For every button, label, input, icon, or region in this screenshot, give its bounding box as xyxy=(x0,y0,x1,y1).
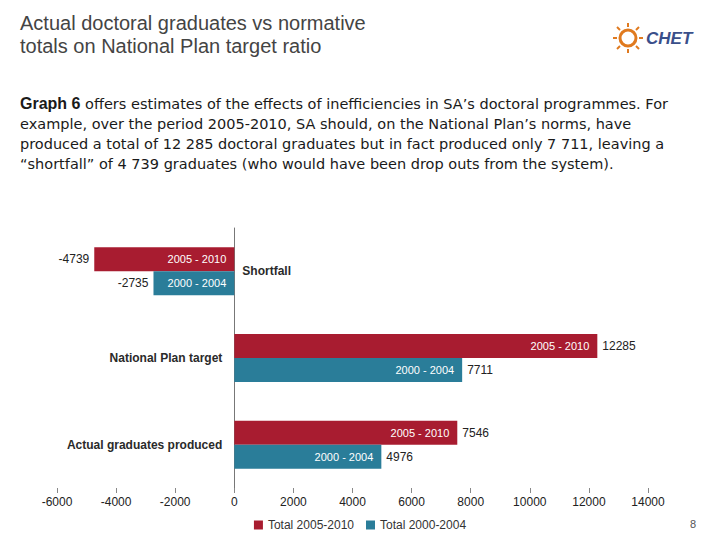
svg-text:-6000: -6000 xyxy=(42,495,73,509)
svg-text:Total 2000-2004: Total 2000-2004 xyxy=(380,518,466,532)
svg-text:12000: 12000 xyxy=(572,495,606,509)
svg-text:-4000: -4000 xyxy=(101,495,132,509)
svg-text:8000: 8000 xyxy=(457,495,484,509)
svg-text:2005 - 2010: 2005 - 2010 xyxy=(391,427,450,439)
svg-text:7711: 7711 xyxy=(467,363,493,377)
svg-text:4000: 4000 xyxy=(339,495,366,509)
svg-text:2000: 2000 xyxy=(280,495,307,509)
svg-text:2005 - 2010: 2005 - 2010 xyxy=(168,253,227,265)
svg-text:-2735: -2735 xyxy=(118,276,149,290)
html-text:Actual doctoral graduates vs n: Actual doctoral graduates vs normative t… xyxy=(20,12,366,57)
svg-text:CHET: CHET xyxy=(646,29,694,48)
html-text:8: 8 xyxy=(689,518,696,530)
svg-text:Total 2005-2010: Total 2005-2010 xyxy=(268,518,354,532)
svg-text:4976: 4976 xyxy=(386,450,413,464)
svg-text:0: 0 xyxy=(231,495,238,509)
svg-text:Shortfall: Shortfall xyxy=(242,264,291,278)
svg-text:2000 - 2004: 2000 - 2004 xyxy=(168,277,227,289)
svg-text:Actual graduates produced: Actual graduates produced xyxy=(67,438,222,452)
svg-text:2000 - 2004: 2000 - 2004 xyxy=(395,364,454,376)
svg-text:14000: 14000 xyxy=(631,495,665,509)
svg-text:National Plan target: National Plan target xyxy=(110,351,223,365)
svg-text:10000: 10000 xyxy=(513,495,547,509)
svg-text:-4739: -4739 xyxy=(59,252,90,266)
svg-text:2000 - 2004: 2000 - 2004 xyxy=(315,451,374,463)
html-text:Graph 6 offers estimates of th: Graph 6 offers estimates of the effects … xyxy=(20,95,668,172)
svg-text:2005 - 2010: 2005 - 2010 xyxy=(531,340,590,352)
svg-text:6000: 6000 xyxy=(398,495,425,509)
svg-text:7546: 7546 xyxy=(462,426,489,440)
svg-text:-2000: -2000 xyxy=(160,495,191,509)
svg-text:12285: 12285 xyxy=(602,339,636,353)
